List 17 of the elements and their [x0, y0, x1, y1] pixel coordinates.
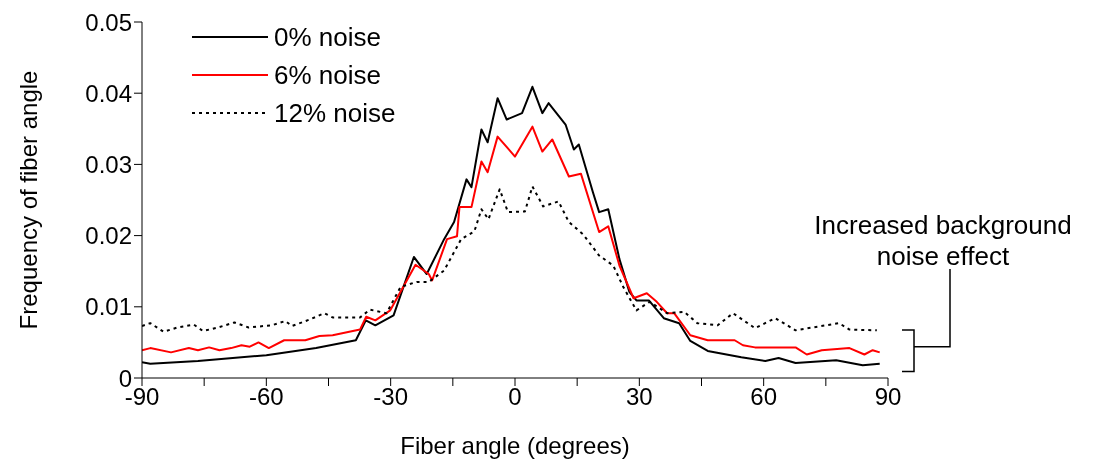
x-tick-label: 0: [508, 383, 522, 411]
y-tick-label: 0.03: [85, 150, 132, 178]
y-tick-label: 0.01: [85, 293, 132, 321]
annotation: Increased background noise effect: [813, 210, 1073, 273]
legend-label: 0% noise: [274, 21, 381, 53]
y-tick-label: 0.05: [85, 8, 132, 36]
y-tick-label: 0.02: [85, 222, 132, 250]
x-tick-label: 30: [625, 383, 653, 411]
legend-label: 12% noise: [274, 97, 396, 129]
y-tick-label: 0.04: [85, 79, 132, 107]
x-tick-label: 90: [874, 383, 902, 411]
x-tick-label: -30: [373, 383, 409, 411]
x-tick-label: -60: [248, 383, 284, 411]
x-axis-title: Fiber angle (degrees): [400, 432, 630, 459]
legend-label: 6% noise: [274, 59, 381, 91]
x-tick-label: 60: [750, 383, 778, 411]
y-axis-title: Frequency of fiber angle: [14, 70, 42, 330]
